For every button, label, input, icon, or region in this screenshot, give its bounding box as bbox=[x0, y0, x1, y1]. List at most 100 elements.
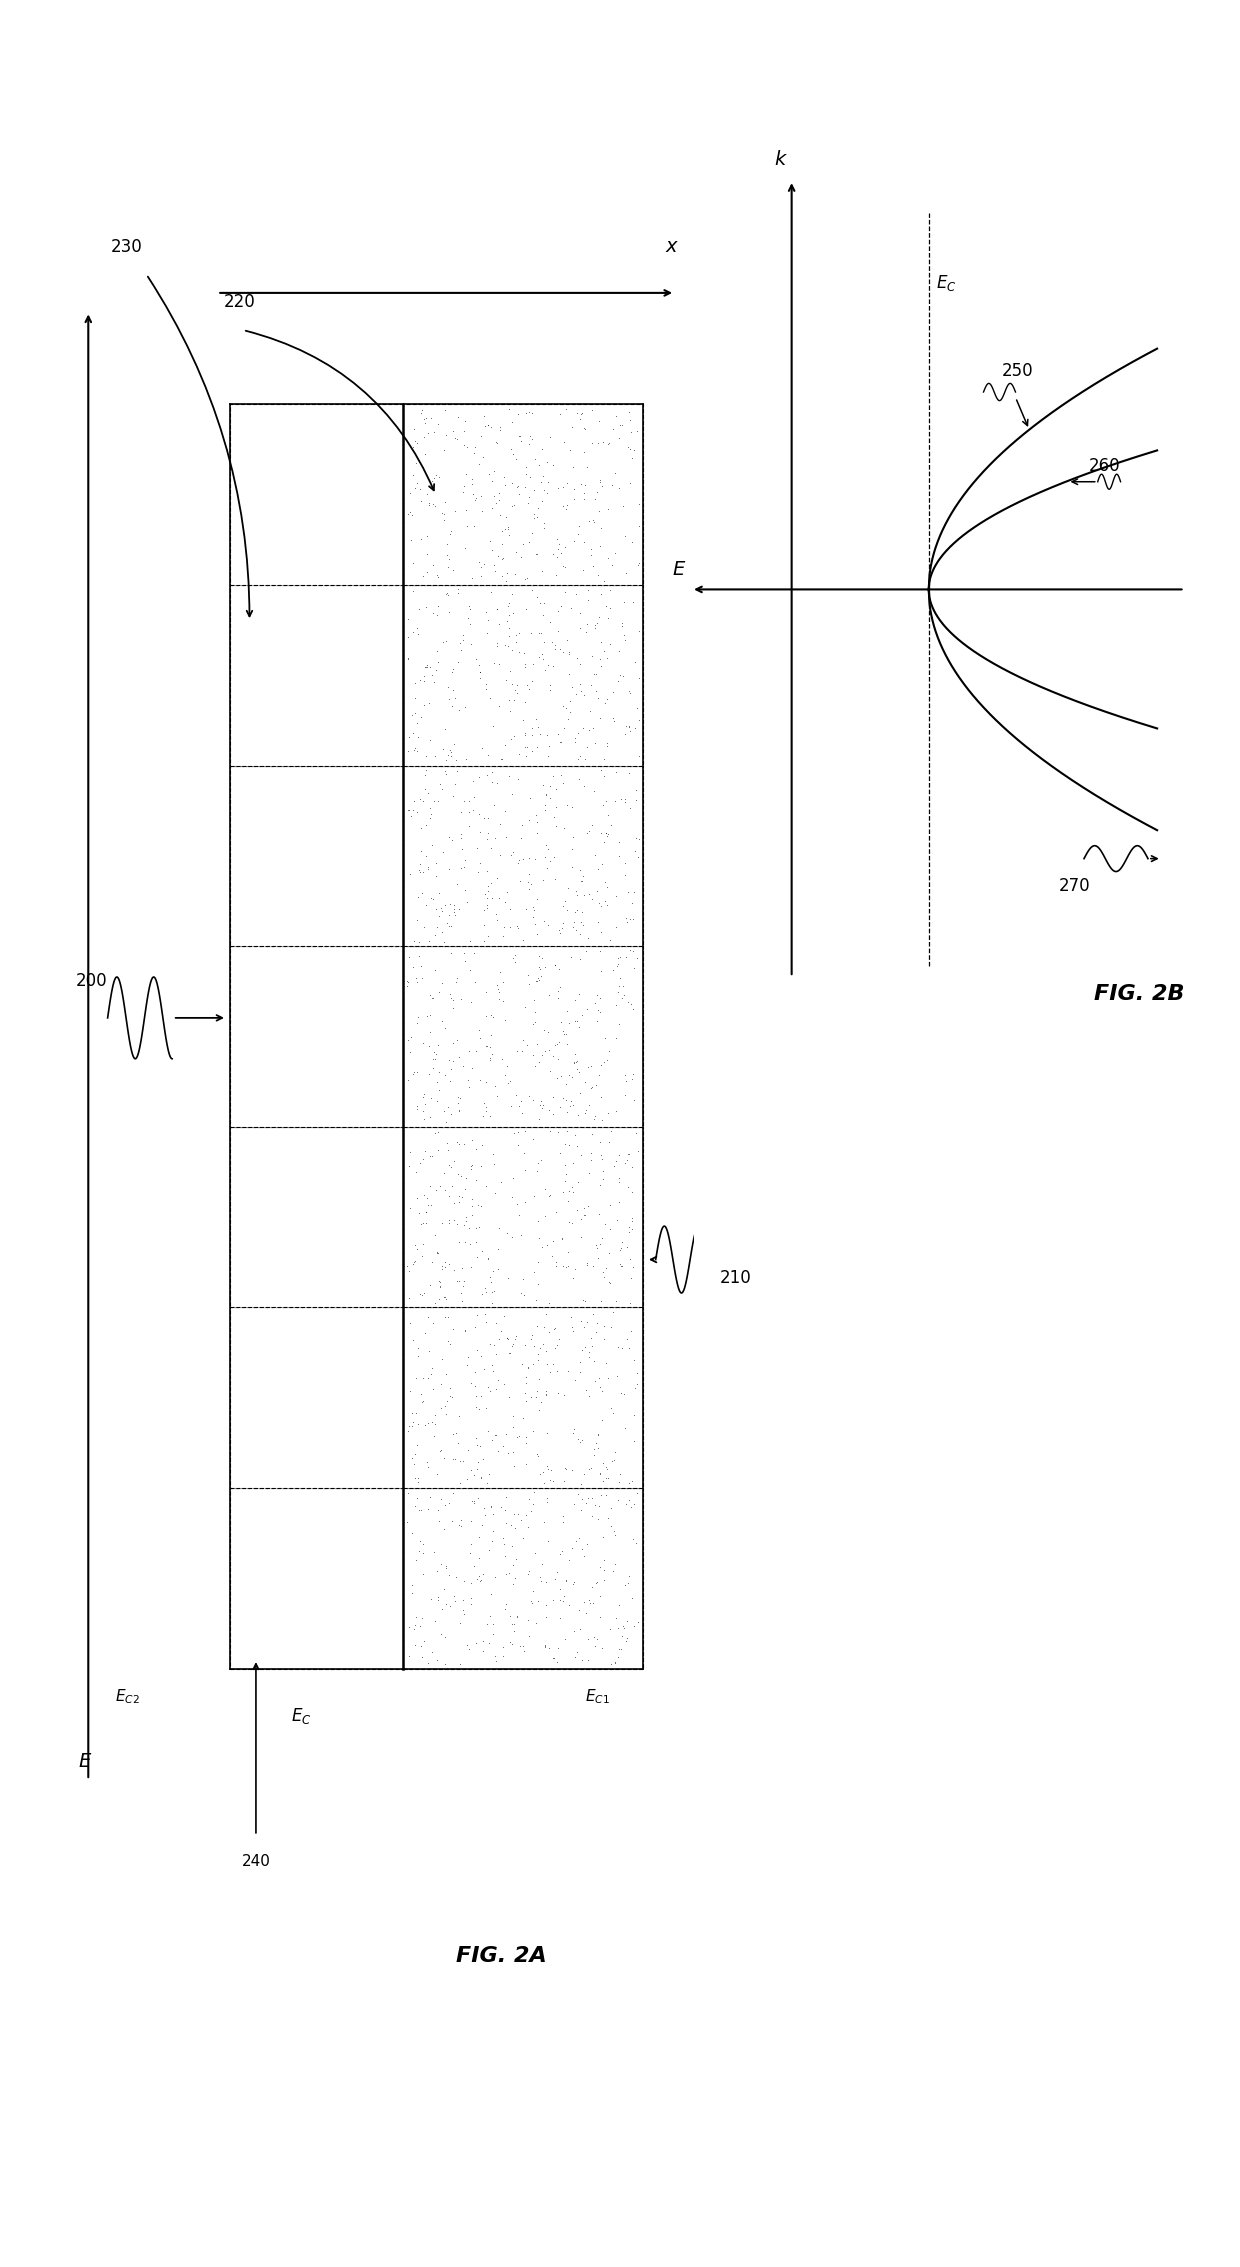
Point bbox=[445, 680, 465, 716]
Point bbox=[573, 1421, 593, 1458]
Point bbox=[454, 1562, 474, 1598]
Point bbox=[480, 1041, 500, 1077]
Point bbox=[486, 424, 506, 460]
Bar bbox=[403, 1308, 642, 1487]
Point bbox=[609, 1158, 629, 1195]
Point bbox=[502, 576, 522, 612]
Point bbox=[518, 1619, 538, 1655]
Point bbox=[502, 1220, 522, 1256]
Point bbox=[518, 524, 538, 560]
Point bbox=[482, 753, 502, 789]
Point bbox=[432, 1390, 451, 1426]
Point bbox=[404, 1612, 424, 1648]
Point bbox=[579, 1378, 599, 1415]
Point bbox=[570, 1353, 590, 1390]
Point bbox=[477, 918, 497, 954]
Point bbox=[495, 1002, 515, 1038]
Point bbox=[588, 1417, 608, 1453]
Point bbox=[549, 1601, 569, 1637]
Point bbox=[596, 1344, 616, 1381]
Point bbox=[616, 900, 636, 936]
Point bbox=[562, 848, 582, 884]
Point bbox=[418, 1444, 438, 1480]
Point bbox=[549, 911, 569, 948]
Point bbox=[419, 1406, 439, 1442]
Point bbox=[538, 907, 558, 943]
Point bbox=[556, 574, 575, 610]
Point bbox=[556, 1451, 575, 1487]
Point bbox=[595, 864, 615, 900]
Point bbox=[544, 626, 564, 662]
Point bbox=[554, 1376, 574, 1412]
Point bbox=[420, 1013, 440, 1050]
Point bbox=[629, 546, 649, 583]
Point bbox=[412, 832, 432, 868]
Point bbox=[461, 1197, 481, 1233]
Point bbox=[490, 954, 510, 991]
Point bbox=[625, 832, 645, 868]
Point bbox=[502, 1605, 522, 1641]
Point bbox=[475, 546, 495, 583]
Point bbox=[557, 689, 577, 725]
Point bbox=[455, 1313, 475, 1349]
Point bbox=[435, 1172, 455, 1208]
Point bbox=[546, 1245, 565, 1281]
Point bbox=[414, 1177, 434, 1213]
Point bbox=[590, 1079, 610, 1115]
Point bbox=[404, 1446, 424, 1483]
Point bbox=[568, 1421, 588, 1458]
Point bbox=[433, 914, 453, 950]
Point bbox=[516, 1419, 536, 1455]
Bar bbox=[231, 1308, 403, 1487]
Point bbox=[470, 447, 490, 483]
Point bbox=[601, 546, 621, 583]
Point bbox=[596, 1460, 616, 1496]
Point bbox=[445, 898, 465, 934]
Point bbox=[481, 764, 501, 800]
Point bbox=[532, 1229, 552, 1265]
Point bbox=[582, 1115, 601, 1152]
Point bbox=[422, 1403, 441, 1440]
Point bbox=[533, 1011, 553, 1047]
Point bbox=[505, 1322, 525, 1358]
Point bbox=[615, 1056, 635, 1093]
Point bbox=[489, 605, 508, 642]
Point bbox=[523, 1347, 543, 1383]
Point bbox=[503, 1605, 523, 1641]
Point bbox=[522, 732, 542, 769]
Point bbox=[481, 1018, 501, 1054]
Point bbox=[603, 1394, 622, 1430]
Point bbox=[410, 483, 430, 519]
Point bbox=[528, 1145, 548, 1181]
Point bbox=[613, 1331, 632, 1367]
Point bbox=[518, 1510, 538, 1546]
Point bbox=[410, 662, 430, 698]
Point bbox=[620, 673, 640, 710]
Point bbox=[622, 1202, 642, 1238]
Point bbox=[537, 1415, 557, 1451]
Point bbox=[456, 741, 476, 778]
Point bbox=[531, 1328, 551, 1365]
Point bbox=[404, 730, 424, 766]
Point bbox=[420, 977, 440, 1013]
Point bbox=[413, 852, 433, 889]
Point bbox=[453, 1047, 472, 1084]
Point bbox=[596, 1451, 616, 1487]
Point bbox=[484, 787, 503, 823]
Point bbox=[454, 467, 474, 503]
Point bbox=[538, 1013, 558, 1050]
Point bbox=[616, 1487, 636, 1523]
Point bbox=[465, 1367, 485, 1403]
Point bbox=[454, 426, 474, 462]
Text: $E$: $E$ bbox=[78, 1752, 92, 1771]
Point bbox=[536, 1172, 556, 1208]
Point bbox=[619, 984, 639, 1020]
Point bbox=[505, 1560, 525, 1596]
Point bbox=[398, 642, 418, 678]
Point bbox=[408, 1460, 428, 1496]
Point bbox=[547, 1326, 567, 1362]
Point bbox=[466, 1390, 486, 1426]
Point bbox=[538, 1630, 558, 1666]
Point bbox=[429, 1281, 449, 1317]
Point bbox=[482, 1421, 502, 1458]
